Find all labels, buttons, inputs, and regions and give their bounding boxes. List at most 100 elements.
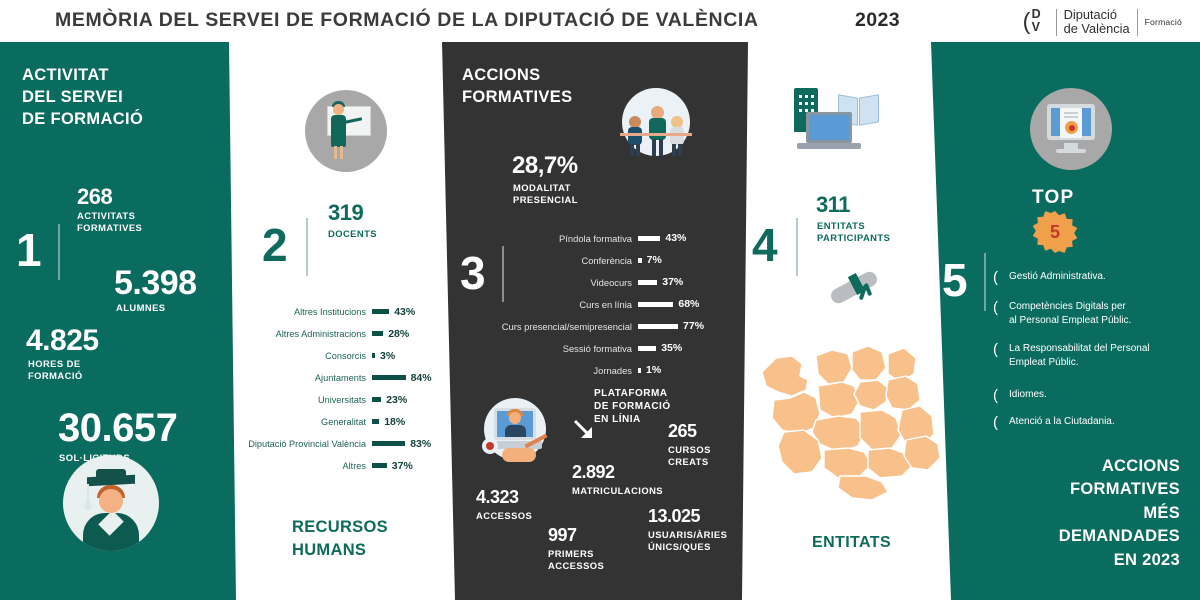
bar-label: Jornades bbox=[593, 365, 632, 376]
list-bullet-icon: ( bbox=[993, 269, 998, 286]
group-training-icon bbox=[612, 88, 698, 160]
bar-value: 7% bbox=[646, 254, 662, 266]
bar-value: 68% bbox=[678, 298, 700, 310]
panel4-step-rule bbox=[796, 218, 798, 276]
panel2-stat-value: 319 bbox=[328, 200, 364, 225]
list-item: Atenció a la Ciutadania. bbox=[1009, 416, 1115, 427]
list-item: Gestió Administrativa. bbox=[1009, 271, 1106, 282]
panel3-platform-stat-1-label: MATRICULACIONS bbox=[572, 485, 664, 496]
list-bullet-icon: ( bbox=[993, 341, 998, 358]
panel5-step-number: 5 bbox=[942, 254, 968, 306]
page-title: MEMÒRIA DEL SERVEI DE FORMACIÓ DE LA DIP… bbox=[55, 9, 759, 31]
header-year: 2023 bbox=[855, 9, 900, 31]
bar-fill bbox=[372, 309, 390, 314]
panel3-platform-stat-4-label: USUARIS/ÀRIES ÚNICS/QUES bbox=[648, 529, 728, 552]
logo-name-line2: de València bbox=[1063, 21, 1130, 36]
panel1-stat-0-value: 268 bbox=[77, 184, 113, 209]
panel5-top-word: TOP bbox=[1032, 187, 1075, 208]
panel1-title: ACTIVITAT DEL SERVEI DE FORMACIÓ bbox=[22, 66, 144, 128]
panel3-step-number: 3 bbox=[460, 247, 486, 299]
panel5-top-number: 5 bbox=[1049, 221, 1060, 242]
certificate-icon bbox=[1030, 88, 1112, 170]
panel1-stat-3-value: 30.657 bbox=[58, 406, 178, 450]
logo-name-line1: Diputació bbox=[1063, 7, 1117, 22]
bar-value: 37% bbox=[391, 460, 413, 472]
bar-fill bbox=[372, 463, 387, 468]
panel1-stat-0-label: ACTIVITATS FORMATIVES bbox=[77, 210, 143, 233]
bar-value: 3% bbox=[380, 350, 396, 362]
bar-label: Sessió formativa bbox=[562, 343, 632, 354]
bar-label: Altres Institucions bbox=[294, 307, 366, 317]
bar-fill bbox=[372, 419, 380, 424]
list-item: Competències Digitals per al Personal Em… bbox=[1009, 301, 1132, 326]
bar-value: 35% bbox=[661, 342, 683, 354]
panel3-platform-stat-4-value: 13.025 bbox=[648, 506, 701, 526]
panel3-highlight-value: 28,7% bbox=[512, 152, 578, 179]
panel1-step-rule bbox=[58, 224, 60, 280]
bar-value: 28% bbox=[388, 328, 410, 340]
top5-badge: 5 bbox=[1032, 210, 1078, 254]
panel4-stat-value: 311 bbox=[816, 192, 851, 217]
bar-value: 37% bbox=[662, 276, 684, 288]
bar-fill bbox=[372, 331, 384, 336]
panel2-stat-label: DOCENTS bbox=[328, 228, 377, 239]
bar-fill bbox=[638, 346, 657, 351]
teacher-icon bbox=[305, 90, 387, 172]
panel3-platform-stat-3-value: 997 bbox=[548, 525, 577, 545]
list-item: La Responsabilitat del Personal Empleat … bbox=[1009, 343, 1150, 368]
bar-label: Altres Administracions bbox=[275, 329, 366, 339]
valencia-map bbox=[756, 330, 946, 510]
panel3-platform-stat-2-label: ACCESSOS bbox=[476, 510, 533, 521]
bar-value: 43% bbox=[665, 232, 687, 244]
panel1-stat-1-label: ALUMNES bbox=[116, 302, 166, 313]
bar-fill bbox=[372, 441, 406, 446]
bar-fill bbox=[638, 324, 679, 329]
bar-value: 43% bbox=[394, 306, 416, 318]
bar-fill bbox=[638, 368, 641, 373]
panel4-footer-title: ENTITATS bbox=[812, 534, 892, 551]
panel-accions-formatives: ACCIONS FORMATIVES 28,7% MODALITAT PRESE… bbox=[442, 42, 748, 600]
panel2-footer-title: RECURSOS HUMANS bbox=[292, 518, 388, 559]
bar-value: 23% bbox=[386, 394, 408, 406]
panel1-stat-1-value: 5.398 bbox=[114, 264, 197, 302]
bar-fill bbox=[372, 375, 406, 380]
bar-fill bbox=[372, 353, 375, 358]
bar-value: 84% bbox=[410, 372, 432, 384]
bar-value: 83% bbox=[410, 438, 432, 450]
panel5-step-rule bbox=[984, 253, 986, 311]
logo-name-block: Diputació de València bbox=[1064, 8, 1130, 36]
panel3-title: ACCIONS FORMATIVES bbox=[462, 66, 573, 106]
panel1-stat-2-value: 4.825 bbox=[26, 324, 99, 357]
bar-label: Curs presencial/semipresencial bbox=[501, 321, 632, 332]
badge-starburst-icon bbox=[1032, 211, 1078, 253]
bar-value: 18% bbox=[384, 416, 406, 428]
panel3-platform-title: PLATAFORMA DE FORMACIÓ EN LÍNIA bbox=[594, 388, 671, 425]
panel3-platform-stat-0-value: 265 bbox=[668, 421, 697, 441]
panel5-footer-title: ACCIONS FORMATIVES MÉS DEMANDADES EN 202… bbox=[1058, 456, 1180, 569]
bar-value: 77% bbox=[683, 320, 705, 332]
bar-value: 1% bbox=[646, 364, 662, 376]
bar-label: Generalitat bbox=[321, 417, 366, 427]
bar-fill bbox=[638, 236, 661, 241]
logo-paren-glyph: ( bbox=[1022, 8, 1031, 34]
bar-label: Curs en línia bbox=[579, 299, 632, 310]
list-bullet-icon: ( bbox=[993, 387, 998, 404]
entities-icon bbox=[788, 86, 880, 158]
bar-label: Diputació Provincial València bbox=[248, 439, 366, 449]
panel3-platform-stat-0-label: CURSOS CREATS bbox=[668, 444, 711, 467]
bar-fill bbox=[372, 397, 382, 402]
panel4-step-number: 4 bbox=[752, 219, 778, 271]
list-item: Idiomes. bbox=[1009, 389, 1047, 400]
list-bullet-icon: ( bbox=[993, 299, 998, 316]
panel1-stat-2-label: HORES DE FORMACIÓ bbox=[28, 358, 83, 381]
bar-label: Altres bbox=[342, 461, 367, 471]
online-learning-icon bbox=[480, 398, 560, 470]
panel4-stat-label: ENTITATS PARTICIPANTS bbox=[817, 220, 891, 243]
bar-label: Conferència bbox=[581, 255, 632, 266]
panel3-platform-stat-3-label: PRIMERS ACCESSOS bbox=[548, 548, 605, 571]
bar-fill bbox=[638, 302, 674, 307]
panel1-step-number: 1 bbox=[16, 224, 42, 276]
bar-fill bbox=[638, 280, 658, 285]
